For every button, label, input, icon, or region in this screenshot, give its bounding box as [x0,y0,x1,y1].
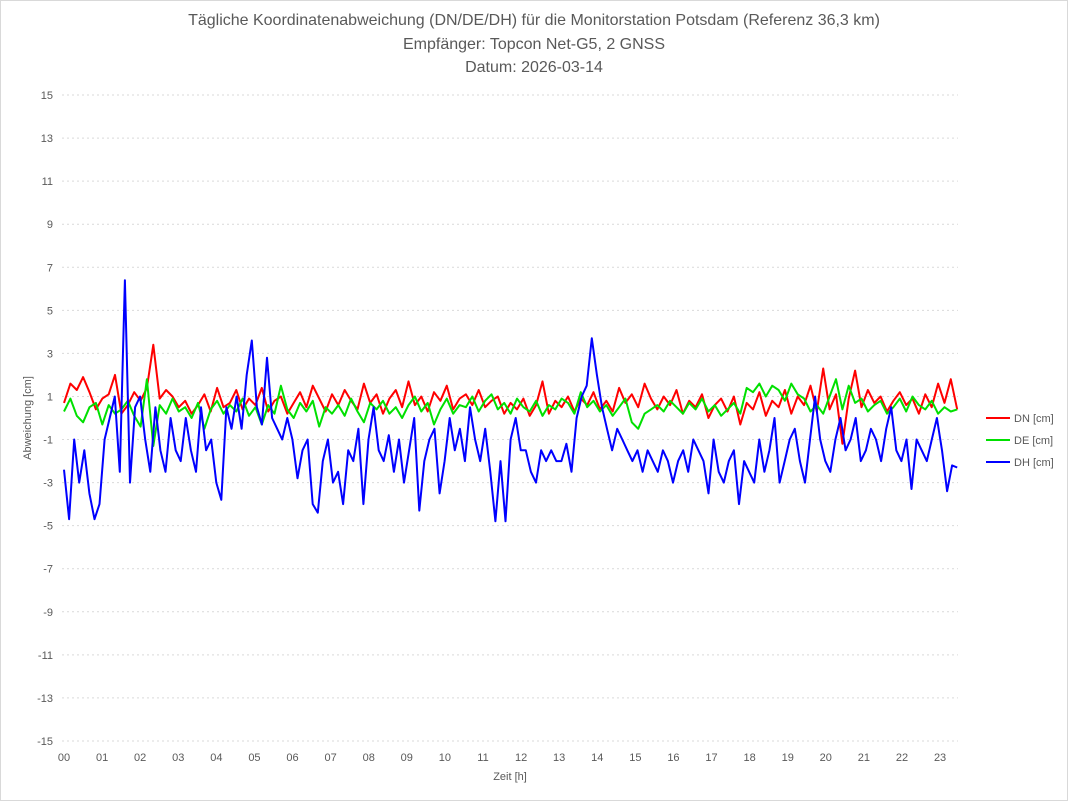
y-tick-label: 7 [47,262,53,274]
x-tick-label: 20 [820,752,832,764]
x-tick-label: 13 [553,752,565,764]
x-tick-label: 05 [248,752,260,764]
x-tick-label: 18 [743,752,755,764]
x-tick-label: 04 [210,752,222,764]
series-line-de [63,378,958,447]
x-tick-label: 22 [896,752,908,764]
legend-label: DE [cm] [1014,435,1053,447]
y-tick-label: -15 [37,736,53,748]
y-tick-label: -7 [43,564,53,576]
y-tick-label: 3 [47,348,53,360]
x-tick-label: 02 [134,752,146,764]
chart-title: Tägliche Koordinatenabweichung (DN/DE/DH… [188,12,880,29]
y-tick-label: -9 [43,607,53,619]
series-line-dh [63,279,958,523]
x-tick-label: 11 [477,752,488,764]
x-tick-label: 10 [439,752,451,764]
x-tick-label: 06 [286,752,298,764]
x-tick-label: 15 [629,752,641,764]
series-line-dn [63,343,959,445]
x-tick-label: 00 [58,752,70,764]
y-tick-label: 15 [41,90,53,102]
y-tick-label: 13 [41,133,53,145]
x-tick-label: 19 [782,752,794,764]
x-tick-label: 12 [515,752,527,764]
x-tick-label: 08 [363,752,375,764]
y-tick-label: -13 [37,693,53,705]
x-tick-label: 16 [667,752,679,764]
legend-label: DH [cm] [1014,457,1054,469]
y-tick-label: -11 [38,650,53,662]
y-tick-label: 5 [47,305,53,317]
legend-label: DN [cm] [1014,413,1054,425]
x-tick-label: 09 [401,752,413,764]
y-tick-label: 1 [47,391,53,403]
x-axis-label: Zeit [h] [493,771,527,783]
x-tick-label: 17 [705,752,717,764]
y-tick-label: -3 [43,478,53,490]
chart-date: Datum: 2026-03-14 [465,59,603,76]
y-axis-label: Abweichung [cm] [22,376,34,460]
y-tick-label: -5 [43,521,53,533]
chart-subtitle: Empfänger: Topcon Net-G5, 2 GNSS [402,36,666,53]
x-tick-label: 21 [858,752,870,764]
x-tick-label: 23 [934,752,946,764]
y-tick-label: -1 [43,435,53,447]
x-tick-label: 01 [96,752,108,764]
x-tick-label: 03 [172,752,184,764]
y-tick-label: 11 [42,176,53,188]
y-tick-label: 9 [47,219,53,231]
x-tick-label: 07 [325,752,337,764]
x-tick-label: 14 [591,752,603,764]
